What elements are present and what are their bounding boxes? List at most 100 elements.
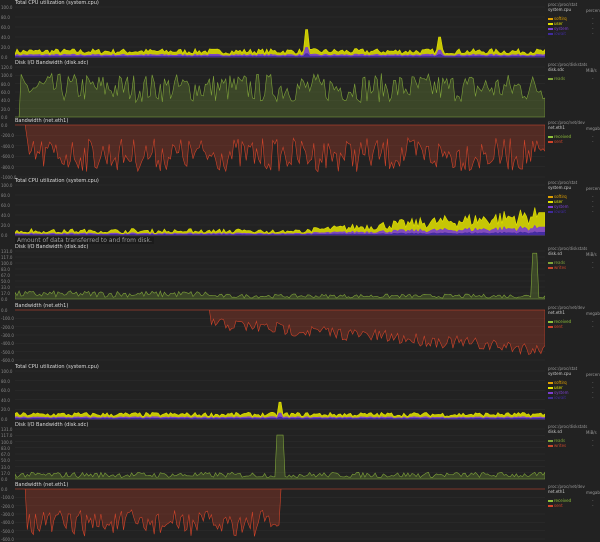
iowait-series <box>15 231 545 236</box>
legend-value: - <box>592 199 594 204</box>
legend-item-reads[interactable]: reads - <box>548 260 600 265</box>
legend-item-user[interactable]: user - <box>548 199 600 204</box>
panel-title: Disk I/O Bandwidth (disk.sdc) <box>15 244 89 250</box>
legend-dim-label: softirq <box>554 380 567 385</box>
y-axis: 0.0 -200.0 -400.0 -600.0 -800.0 -1000.0 <box>0 123 17 180</box>
legend-item-reads[interactable]: reads - <box>548 438 600 443</box>
y-tick-label: 80.0 <box>1 15 10 20</box>
panel-title: Disk I/O Bandwidth (disk.sdc) <box>15 422 89 428</box>
y-tick-label: 100.0 <box>1 369 13 374</box>
legend-item-received[interactable]: received - <box>548 498 600 503</box>
legend-item-sent[interactable]: sent - <box>548 324 600 329</box>
disk-bandwidth-chart[interactable] <box>15 66 545 118</box>
y-tick-label: -200.0 <box>1 133 14 139</box>
y-tick-label: -1000.0 <box>1 175 17 180</box>
y-tick-label: 83.0 <box>1 267 10 272</box>
legend: proc:/proc/diskstats disk.sd MiB/s reads - wr… <box>548 424 600 448</box>
legend-item-system[interactable]: system - <box>548 204 600 209</box>
y-tick-label: 0.0 <box>1 297 8 302</box>
color-swatch-icon <box>548 392 553 394</box>
legend-value: - <box>592 204 594 209</box>
legend-dim-label: iowait <box>554 395 566 400</box>
legend-item-system[interactable]: system - <box>548 390 600 395</box>
legend-dim-label: user <box>554 385 563 390</box>
disk-bandwidth-chart[interactable] <box>15 428 545 480</box>
y-tick-label: 100.0 <box>1 5 13 10</box>
net-bandwidth-chart[interactable] <box>15 124 545 178</box>
legend-dim-label: iowait <box>554 209 566 214</box>
legend-chart-id: disk.sdc <box>548 67 565 72</box>
y-tick-label: 0.0 <box>1 55 8 60</box>
legend-item-received[interactable]: received - <box>548 319 600 324</box>
legend-value: - <box>592 443 594 448</box>
legend-family: proc:/proc/stat <box>548 2 578 7</box>
y-tick-label: -600.0 <box>1 154 14 160</box>
legend-dim-label: received <box>554 498 572 503</box>
y-tick-label: 67.0 <box>1 273 10 278</box>
legend-value: - <box>592 265 594 270</box>
y-tick-label: 60.0 <box>1 90 10 95</box>
color-swatch-icon <box>548 196 553 198</box>
net-bandwidth-chart[interactable] <box>15 309 545 361</box>
sent-series <box>15 309 545 355</box>
legend-item-iowait[interactable]: iowait - <box>548 209 600 214</box>
legend-item-softirq[interactable]: softirq - <box>548 380 600 385</box>
legend-value: - <box>592 16 594 21</box>
legend-chart-id: net.eth1 <box>548 489 565 494</box>
y-tick-label: 80.0 <box>1 81 10 87</box>
color-swatch-icon <box>548 387 553 389</box>
y-tick-label: 20.0 <box>1 106 10 112</box>
legend-dim-label: reads <box>554 260 566 265</box>
legend-item-writes[interactable]: writes - <box>548 443 600 448</box>
disk-panel-2: Amount of data transferred to and from d… <box>0 237 600 302</box>
legend-item-sent[interactable]: sent - <box>548 139 600 144</box>
y-tick-label: 67.0 <box>1 452 10 457</box>
cpu-utilization-chart[interactable] <box>15 184 545 236</box>
legend: proc:/proc/diskstats disk.sd MiB/s reads - wr… <box>548 246 600 270</box>
disk-bandwidth-chart[interactable] <box>15 250 545 300</box>
panel-title: Total CPU utilization (system.cpu) <box>15 364 99 370</box>
legend-units: percentage <box>586 186 600 191</box>
y-tick-label: -600.0 <box>1 358 14 363</box>
legend-value: - <box>592 139 594 144</box>
y-axis: 100.0 80.0 60.0 40.0 20.0 0.0 <box>0 5 14 60</box>
color-swatch-icon <box>548 18 553 20</box>
iowait-series <box>15 53 545 58</box>
y-tick-label: 40.0 <box>1 397 10 403</box>
legend-item-received[interactable]: received - <box>548 134 600 139</box>
y-tick-label: 50.0 <box>1 279 10 284</box>
y-tick-label: 17.0 <box>1 470 10 476</box>
reads-series <box>15 72 545 118</box>
cpu-utilization-chart[interactable] <box>15 6 545 58</box>
legend-item-iowait[interactable]: iowait - <box>548 395 600 400</box>
legend-item-reads[interactable]: reads - <box>548 76 600 81</box>
legend-item-sent[interactable]: sent - <box>548 503 600 508</box>
y-tick-label: 83.0 <box>1 445 10 451</box>
legend-item-writes[interactable]: writes - <box>548 265 600 270</box>
legend-units: megabits/s <box>586 311 600 316</box>
legend-dim-label: softirq <box>554 194 567 199</box>
y-tick-label: 0.0 <box>1 477 8 482</box>
legend-item-system[interactable]: system - <box>548 26 600 31</box>
color-swatch-icon <box>548 211 553 213</box>
disk-panel-3: Disk I/O Bandwidth (disk.sdc) 131.0 117.0… <box>0 422 600 482</box>
cpu-utilization-chart[interactable] <box>15 370 545 420</box>
legend-item-softirq[interactable]: softirq - <box>548 194 600 199</box>
legend-item-iowait[interactable]: iowait - <box>548 31 600 36</box>
y-tick-label: 131.0 <box>1 427 13 432</box>
legend-dim-label: sent <box>554 139 563 144</box>
legend-item-softirq[interactable]: softirq - <box>548 16 600 21</box>
net-bandwidth-chart[interactable] <box>15 488 545 540</box>
legend-item-user[interactable]: user - <box>548 385 600 390</box>
y-tick-label: -400.0 <box>1 520 14 526</box>
legend-value: - <box>592 209 594 214</box>
user-series <box>15 207 545 236</box>
legend-chart-id: system.cpu <box>548 371 572 376</box>
legend-units: megabits/s <box>586 126 600 131</box>
legend-units: megabits/s <box>586 490 600 495</box>
user-series <box>15 401 545 420</box>
legend-item-user[interactable]: user - <box>548 21 600 26</box>
